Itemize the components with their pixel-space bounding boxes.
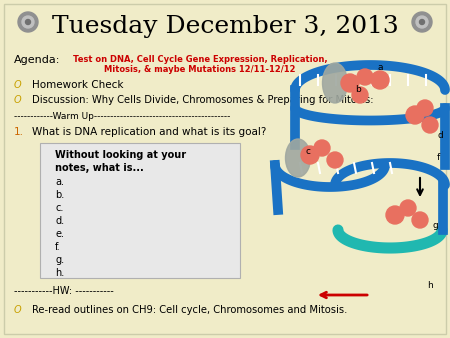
Circle shape: [22, 16, 34, 28]
Text: -----------HW: -----------: -----------HW: -----------: [14, 286, 114, 296]
Text: a: a: [377, 64, 383, 72]
Text: Re-read outlines on CH9: Cell cycle, Chromosomes and Mitosis.: Re-read outlines on CH9: Cell cycle, Chr…: [32, 305, 347, 315]
Circle shape: [422, 117, 438, 133]
Text: a.: a.: [55, 177, 64, 187]
Text: Homework Check: Homework Check: [32, 80, 123, 90]
Text: Without looking at your: Without looking at your: [55, 150, 186, 160]
Text: b.: b.: [55, 190, 64, 200]
Text: Tuesday December 3, 2013: Tuesday December 3, 2013: [52, 15, 398, 38]
Text: d.: d.: [55, 216, 64, 226]
Circle shape: [26, 20, 31, 24]
Circle shape: [371, 71, 389, 89]
Text: O: O: [14, 305, 22, 315]
Text: f: f: [436, 153, 440, 163]
Circle shape: [412, 12, 432, 32]
Circle shape: [352, 87, 368, 103]
Circle shape: [301, 146, 319, 164]
Text: h: h: [427, 281, 433, 290]
Text: e.: e.: [55, 229, 64, 239]
Text: Agenda:: Agenda:: [14, 55, 60, 65]
Circle shape: [419, 20, 424, 24]
Text: O: O: [14, 80, 22, 90]
Circle shape: [400, 200, 416, 216]
Text: c.: c.: [55, 203, 63, 213]
Text: d: d: [437, 130, 443, 140]
Circle shape: [327, 152, 343, 168]
Text: h.: h.: [55, 268, 64, 278]
Circle shape: [416, 16, 428, 28]
Text: b: b: [355, 86, 361, 95]
Circle shape: [314, 140, 330, 156]
Text: notes, what is...: notes, what is...: [55, 163, 144, 173]
Text: What is DNA replication and what is its goal?: What is DNA replication and what is its …: [32, 127, 266, 137]
Text: ------------Warm Up------------------------------------------: ------------Warm Up---------------------…: [14, 112, 230, 121]
Text: O: O: [14, 95, 22, 105]
Ellipse shape: [323, 63, 347, 103]
Text: Test on DNA, Cell Cycle Gene Expression, Replication,: Test on DNA, Cell Cycle Gene Expression,…: [73, 55, 327, 64]
Text: c: c: [306, 147, 310, 156]
Circle shape: [357, 69, 373, 85]
Text: g.: g.: [55, 255, 64, 265]
Circle shape: [412, 212, 428, 228]
FancyBboxPatch shape: [4, 4, 446, 334]
Text: Discussion: Why Cells Divide, Chromosomes & Preparing for Mitosis:: Discussion: Why Cells Divide, Chromosome…: [32, 95, 374, 105]
Text: f.: f.: [55, 242, 61, 252]
Text: 1.: 1.: [14, 127, 24, 137]
Text: Mitosis, & maybe Mutations 12/11-12/12: Mitosis, & maybe Mutations 12/11-12/12: [104, 65, 296, 74]
Ellipse shape: [285, 139, 310, 177]
Circle shape: [406, 106, 424, 124]
Text: g: g: [432, 220, 438, 230]
FancyBboxPatch shape: [40, 143, 240, 278]
Circle shape: [417, 100, 433, 116]
Circle shape: [386, 206, 404, 224]
Circle shape: [341, 74, 359, 92]
Circle shape: [18, 12, 38, 32]
